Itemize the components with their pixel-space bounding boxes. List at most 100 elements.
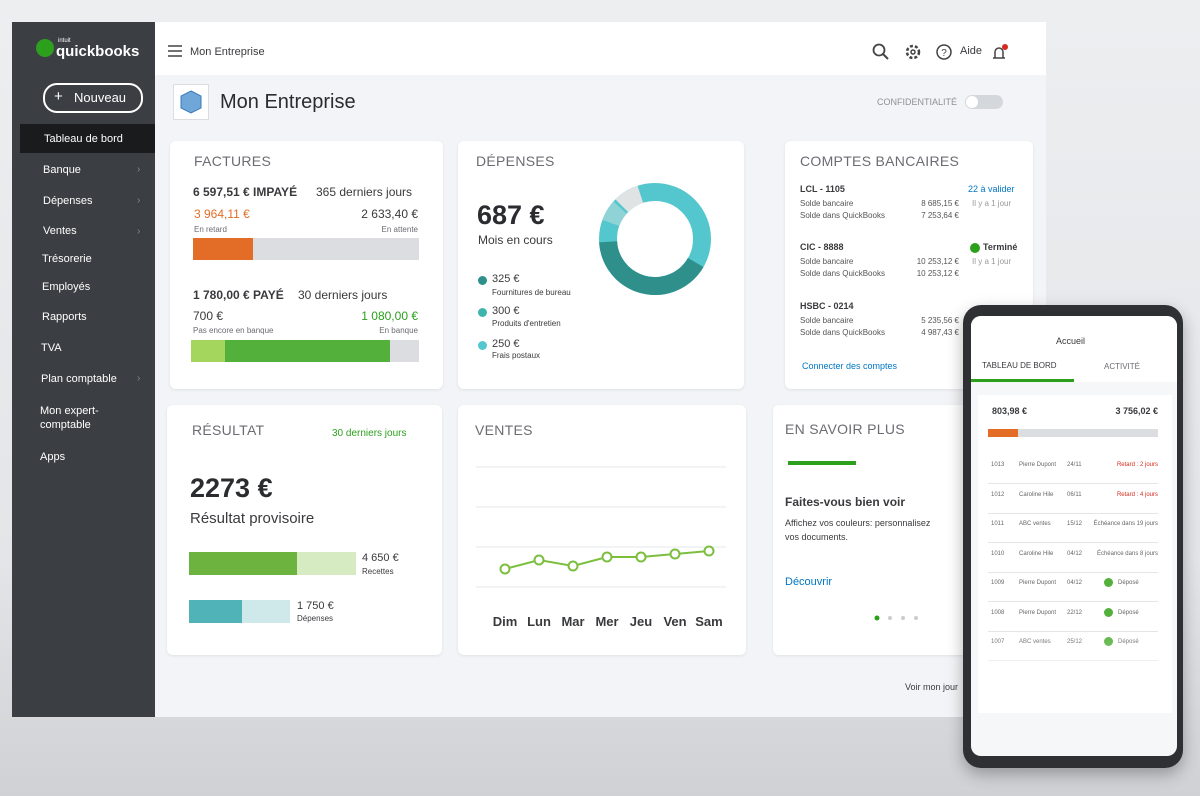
pending-amount: 2 633,40 € bbox=[361, 207, 418, 221]
card-title: FACTURES bbox=[194, 153, 272, 169]
phone-tab[interactable]: ACTIVITÉ bbox=[1104, 362, 1141, 371]
status-icon bbox=[970, 243, 980, 253]
paid-period: 30 derniers jours bbox=[298, 288, 388, 302]
x-tick-label: Sam bbox=[695, 614, 722, 629]
bank-label: Solde bancaire bbox=[800, 257, 854, 266]
income-bar bbox=[189, 552, 297, 575]
privacy-label: CONFIDENTIALITÉ bbox=[877, 97, 958, 107]
bank-amount: 5 235,56 € bbox=[921, 316, 959, 325]
donut-segment bbox=[599, 183, 711, 295]
svg-text:?: ? bbox=[941, 48, 947, 59]
help[interactable]: Aide bbox=[960, 45, 983, 57]
nav-item[interactable]: TVA bbox=[41, 342, 62, 354]
bank-label: Solde bancaire bbox=[800, 199, 854, 208]
bank-label: Solde bancaire bbox=[800, 316, 854, 325]
nav-item[interactable]: Rapports bbox=[42, 311, 87, 323]
row-status: Échéance dans 8 jours bbox=[1096, 550, 1158, 557]
accent-line bbox=[788, 461, 856, 465]
new-button[interactable] bbox=[43, 83, 143, 113]
menu-icon[interactable] bbox=[168, 45, 182, 57]
result-amount: 2273 € bbox=[190, 473, 273, 503]
nav-item[interactable]: Ventes bbox=[43, 225, 77, 237]
row-separator bbox=[988, 542, 1158, 543]
account-status: Terminé bbox=[983, 242, 1018, 252]
bank-amount: 8 685,15 € bbox=[921, 199, 959, 208]
row-client: Caroline Hile bbox=[1019, 491, 1054, 498]
expense-total: 687 € bbox=[477, 200, 545, 230]
x-tick-label: Lun bbox=[527, 614, 551, 629]
expense-label: Fournitures de bureau bbox=[492, 288, 571, 297]
unpaid-amount: 6 597,51 € IMPAYÉ bbox=[193, 185, 298, 199]
bank-amount: 10 253,12 € bbox=[916, 257, 959, 266]
donut bbox=[599, 183, 712, 295]
sales-point bbox=[703, 545, 715, 557]
row-number: 1013 bbox=[991, 462, 1005, 468]
sales-point bbox=[533, 554, 545, 566]
qb-amount: 4 987,43 € bbox=[921, 328, 959, 337]
nav-item[interactable]: Employés bbox=[42, 281, 91, 293]
x-tick-label: Mar bbox=[561, 614, 584, 629]
nav-item[interactable]: Plan comptable bbox=[41, 373, 117, 385]
donut-segment bbox=[599, 183, 712, 295]
account-status: 22 à valider bbox=[968, 184, 1015, 194]
footer-link[interactable]: Voir mon jour bbox=[905, 682, 959, 692]
qb-amount: 7 253,64 € bbox=[921, 211, 959, 220]
card-title: DÉPENSES bbox=[476, 153, 555, 169]
connect-link[interactable]: Connecter des comptes bbox=[802, 361, 898, 371]
phone-tab[interactable]: TABLEAU DE BORD bbox=[982, 361, 1057, 370]
row-number: 1012 bbox=[991, 491, 1005, 498]
account-name: LCL - 1105 bbox=[800, 184, 845, 194]
period: 30 derniers jours bbox=[332, 428, 407, 439]
result-label: Résultat provisoire bbox=[190, 510, 315, 527]
nav-item[interactable]: Tableau de bord bbox=[44, 133, 123, 145]
tab-underline bbox=[971, 379, 1074, 382]
chevron: › bbox=[137, 195, 141, 206]
sales-chart: Dim Lun Mar Mer Jeu Ven Sam bbox=[476, 466, 726, 629]
x-tick-label: Ven bbox=[663, 614, 686, 629]
row-separator bbox=[988, 601, 1158, 602]
chevron: › bbox=[137, 226, 141, 237]
sales-point bbox=[601, 551, 613, 563]
row-date: 22/12 bbox=[1067, 609, 1083, 616]
not-deposited-label: Pas encore en banque bbox=[193, 326, 274, 335]
row-number: 1011 bbox=[991, 521, 1004, 527]
row-separator bbox=[988, 512, 1158, 514]
row-client: Pierre Dupont bbox=[1019, 580, 1057, 586]
topbar bbox=[155, 22, 1046, 75]
row-number: 1008 bbox=[991, 609, 1005, 616]
ventes-card bbox=[458, 405, 746, 655]
account-name: CIC - 8888 bbox=[800, 242, 844, 252]
nav-item[interactable]: Mon expert-comptable bbox=[40, 405, 99, 431]
row-check bbox=[1104, 607, 1113, 617]
not-deposited-bar bbox=[191, 340, 225, 362]
nav-item[interactable]: Trésorerie bbox=[42, 253, 92, 265]
phone-bar bbox=[988, 429, 1158, 437]
toggle-knob bbox=[966, 96, 978, 108]
deposited-amount: 1 080,00 € bbox=[361, 309, 418, 323]
phone-header bbox=[971, 316, 1177, 382]
expense-amount: 300 € bbox=[492, 305, 520, 317]
paid-amount: 1 780,00 € PAYÉ bbox=[193, 288, 284, 302]
expense-bar bbox=[189, 600, 242, 623]
deposited-label: En banque bbox=[379, 326, 418, 335]
logo-small: intuit bbox=[58, 38, 71, 44]
expense-amount: 250 € bbox=[492, 338, 520, 350]
expense-period: Mois en cours bbox=[478, 233, 553, 247]
nav-item[interactable]: Apps bbox=[40, 451, 66, 463]
nav-item[interactable]: Dépenses bbox=[43, 195, 93, 207]
legend-dot bbox=[478, 341, 487, 350]
late-amount: 3 964,11 € bbox=[194, 207, 250, 221]
card-title: EN SAVOIR PLUS bbox=[785, 421, 905, 437]
qb-amount: 10 253,12 € bbox=[916, 269, 959, 278]
phone-bar-late bbox=[988, 429, 1018, 437]
expense-amount: 1 750 € bbox=[297, 600, 334, 612]
chevron: › bbox=[137, 373, 141, 384]
account-name: HSBC - 0214 bbox=[800, 301, 854, 311]
promo-link[interactable]: Découvrir bbox=[785, 576, 833, 588]
page-title: Mon Entreprise bbox=[220, 91, 356, 113]
fade bbox=[978, 630, 1172, 713]
late-label: En retard bbox=[194, 225, 227, 234]
expense-label: Dépenses bbox=[297, 614, 334, 623]
nav-item[interactable]: Banque bbox=[43, 164, 81, 176]
